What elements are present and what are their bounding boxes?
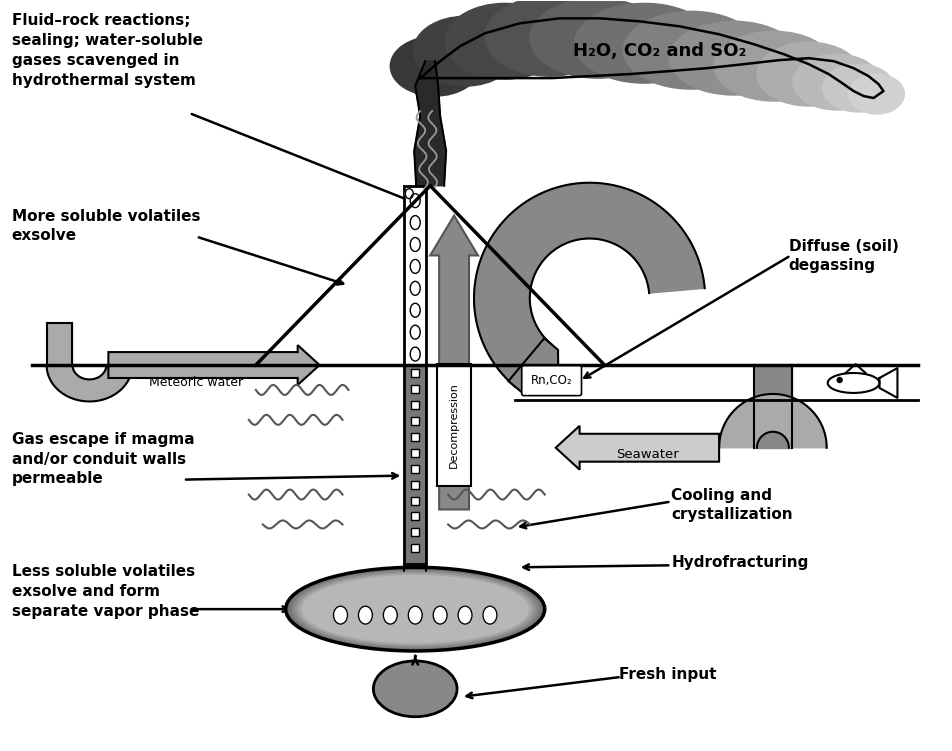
Bar (411, 481, 419, 489)
Bar (411, 401, 419, 409)
Text: Gas escape if magma
and/or conduit walls
permeable: Gas escape if magma and/or conduit walls… (11, 432, 194, 487)
Ellipse shape (408, 606, 422, 624)
Polygon shape (754, 365, 792, 448)
Ellipse shape (373, 661, 457, 716)
Ellipse shape (390, 36, 480, 96)
Ellipse shape (458, 606, 472, 624)
Polygon shape (474, 182, 704, 387)
Ellipse shape (669, 21, 799, 95)
Polygon shape (414, 61, 446, 185)
Bar (411, 417, 419, 425)
FancyBboxPatch shape (522, 366, 582, 396)
Ellipse shape (793, 54, 881, 110)
Text: Hydrofracturing: Hydrofracturing (671, 555, 808, 570)
Ellipse shape (757, 42, 861, 106)
Bar (411, 465, 419, 472)
Ellipse shape (823, 64, 895, 112)
FancyArrow shape (508, 338, 559, 393)
Ellipse shape (410, 282, 420, 295)
Text: Meteoric water: Meteoric water (149, 376, 243, 390)
Text: Fluid–rock reactions;
sealing; water-soluble
gases scavenged in
hydrothermal sys: Fluid–rock reactions; sealing; water-sol… (11, 14, 203, 88)
Bar (411, 385, 419, 393)
Ellipse shape (410, 237, 420, 252)
Text: Rn,CO₂: Rn,CO₂ (531, 374, 572, 388)
Ellipse shape (837, 378, 843, 382)
Polygon shape (880, 368, 898, 398)
Polygon shape (47, 323, 72, 365)
Text: More soluble volatiles
exsolve: More soluble volatiles exsolve (11, 209, 200, 243)
Bar (411, 496, 419, 505)
Bar (411, 529, 419, 536)
Text: Cooling and
crystallization: Cooling and crystallization (671, 487, 793, 523)
Ellipse shape (827, 373, 880, 393)
Ellipse shape (413, 17, 517, 86)
Ellipse shape (384, 606, 397, 624)
Ellipse shape (410, 325, 420, 339)
FancyBboxPatch shape (437, 364, 471, 486)
Ellipse shape (714, 32, 834, 101)
Ellipse shape (359, 606, 372, 624)
Ellipse shape (530, 0, 665, 78)
Ellipse shape (848, 74, 904, 114)
Bar (405, 365, 426, 564)
Ellipse shape (485, 0, 614, 76)
FancyArrow shape (109, 345, 320, 385)
Bar (411, 433, 419, 441)
Bar (411, 512, 419, 520)
Polygon shape (47, 365, 132, 402)
Ellipse shape (289, 569, 542, 650)
FancyArrow shape (430, 216, 478, 509)
Ellipse shape (296, 572, 535, 646)
Text: Diffuse (soil)
degassing: Diffuse (soil) degassing (789, 239, 899, 273)
Text: Seawater: Seawater (616, 448, 679, 461)
Ellipse shape (299, 574, 531, 644)
Ellipse shape (575, 4, 714, 83)
Ellipse shape (624, 11, 759, 89)
Ellipse shape (292, 571, 538, 647)
Bar (411, 449, 419, 457)
Ellipse shape (410, 347, 420, 361)
Bar (405, 185, 426, 365)
Text: Decompression: Decompression (449, 382, 459, 468)
Text: Fresh input: Fresh input (620, 667, 717, 682)
Ellipse shape (286, 567, 545, 651)
Ellipse shape (303, 575, 528, 643)
Text: H₂O, CO₂ and SO₂: H₂O, CO₂ and SO₂ (573, 42, 746, 60)
Bar (411, 544, 419, 552)
Ellipse shape (410, 259, 420, 273)
Ellipse shape (406, 189, 413, 199)
Ellipse shape (410, 303, 420, 317)
Polygon shape (719, 394, 826, 448)
Bar (411, 369, 419, 377)
Ellipse shape (410, 194, 420, 207)
Ellipse shape (333, 606, 347, 624)
Ellipse shape (433, 606, 447, 624)
Ellipse shape (483, 606, 497, 624)
Ellipse shape (410, 216, 420, 230)
FancyArrow shape (556, 426, 719, 469)
Text: Less soluble volatiles
exsolve and form
separate vapor phase: Less soluble volatiles exsolve and form … (11, 564, 199, 619)
Ellipse shape (446, 4, 565, 79)
